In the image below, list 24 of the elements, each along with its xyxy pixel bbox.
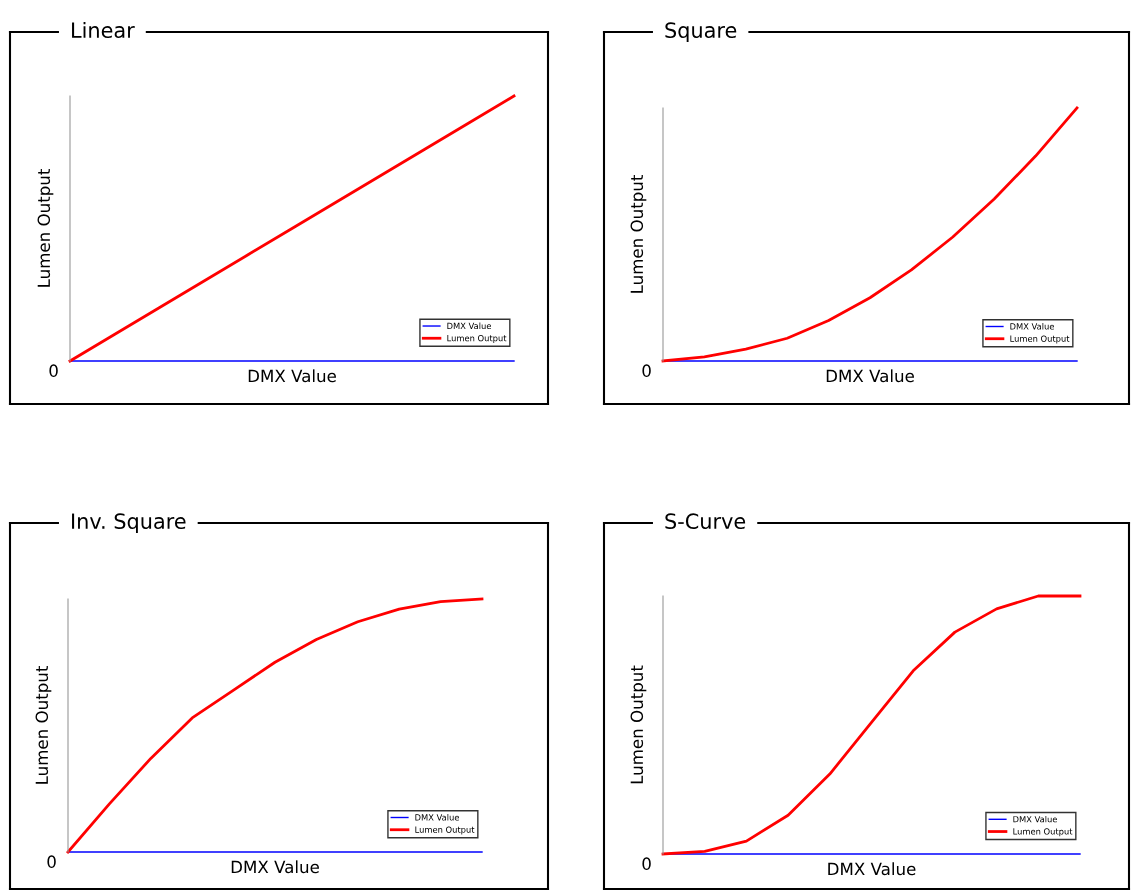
chart-title: Square [665,22,737,43]
legend-label: Lumen Output [447,334,507,343]
legend-label: DMX Value [1013,815,1058,823]
text: 0 [49,364,58,377]
text: 0 [642,857,651,870]
y-axis-title: Lumen Output [37,169,54,287]
text: 0 [47,855,56,868]
chart-title: S-Curve [665,513,746,530]
y-axis-title: Lumen Output [35,666,52,784]
legend-label: DMX Value [447,322,492,330]
y-axis-title: Lumen Output [630,175,647,293]
x-axis-title: DMX Value [248,369,336,383]
chart-title: Linear [72,21,135,39]
x-axis-title: DMX Value [826,369,914,383]
chart-title: Inv. Square [72,513,186,534]
x-axis-title: DMX Value [828,862,916,876]
x-axis-title: DMX Value [231,860,319,874]
text: 0 [642,364,651,377]
legend-label: DMX Value [415,814,460,821]
y-axis-title: Lumen Output [630,665,647,784]
legend-label: Lumen Output [1013,828,1073,837]
legend-label: DMX Value [1010,323,1055,330]
legend-label: Lumen Output [415,826,475,835]
legend-label: Lumen Output [1010,335,1070,344]
